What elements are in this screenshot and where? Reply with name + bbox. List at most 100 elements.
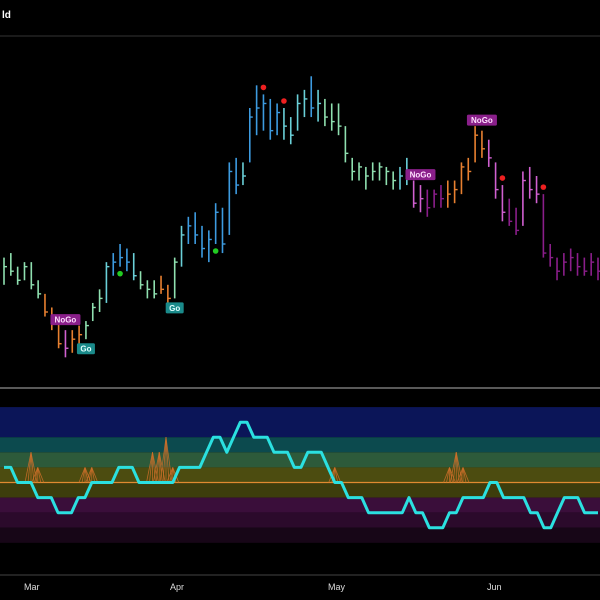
ohlc-bar bbox=[446, 180, 451, 208]
ohlc-bar bbox=[330, 103, 335, 131]
ohlc-bar bbox=[501, 185, 506, 222]
ohlc-bar bbox=[221, 207, 226, 254]
ohlc-bar bbox=[385, 166, 390, 186]
x-tick-label: May bbox=[328, 582, 346, 592]
ohlc-bar bbox=[3, 257, 7, 285]
ohlc-bar bbox=[528, 166, 533, 199]
svg-text:NoGo: NoGo bbox=[410, 171, 432, 180]
ohlc-bar bbox=[105, 262, 110, 303]
go-signal-label: Go bbox=[76, 343, 95, 355]
nogo-dot bbox=[260, 84, 267, 91]
ohlc-bar bbox=[71, 330, 76, 353]
x-tick-label: Jun bbox=[487, 582, 502, 592]
ohlc-bar bbox=[515, 207, 520, 235]
ohlc-bar bbox=[64, 330, 69, 358]
ohlc-bar bbox=[399, 166, 403, 190]
ohlc-bar bbox=[433, 189, 438, 208]
ohlc-bar bbox=[365, 166, 369, 190]
ohlc-bar bbox=[180, 225, 185, 267]
oscillator-band bbox=[0, 437, 600, 453]
ohlc-bar bbox=[255, 85, 260, 136]
oscillator-panel bbox=[0, 420, 600, 530]
ohlc-bar bbox=[139, 271, 144, 290]
ohlc-bar bbox=[481, 130, 485, 158]
ohlc-bar bbox=[563, 253, 567, 276]
ohlc-bar bbox=[173, 257, 178, 299]
ohlc-bar bbox=[126, 248, 130, 272]
ohlc-bar bbox=[296, 94, 301, 131]
momentum-spike bbox=[85, 467, 99, 483]
ohlc-bar bbox=[310, 76, 315, 118]
ohlc-bar bbox=[269, 98, 274, 140]
ohlc-bar bbox=[187, 216, 192, 244]
ohlc-bar bbox=[583, 257, 588, 276]
ohlc-bar bbox=[276, 103, 281, 136]
ohlc-bar bbox=[549, 244, 554, 267]
ohlc-bar bbox=[412, 180, 417, 208]
ohlc-bar bbox=[556, 257, 561, 281]
ohlc-bar bbox=[303, 89, 308, 118]
ohlc-bar bbox=[569, 248, 574, 272]
ohlc-bar bbox=[542, 194, 547, 258]
svg-text:NoGo: NoGo bbox=[55, 316, 77, 325]
svg-text:Go: Go bbox=[80, 345, 91, 354]
ohlc-bar bbox=[85, 321, 89, 340]
ohlc-bar bbox=[242, 162, 246, 186]
ohlc-bar bbox=[494, 162, 499, 199]
ohlc-bar bbox=[16, 266, 21, 285]
ohlc-bar bbox=[337, 103, 342, 136]
ohlc-bar bbox=[98, 289, 103, 312]
ohlc-bar bbox=[590, 253, 595, 276]
ohlc-bar bbox=[214, 203, 219, 244]
ohlc-bar bbox=[119, 244, 124, 267]
ohlc-bar bbox=[474, 126, 479, 163]
svg-text:NoGo: NoGo bbox=[471, 116, 493, 125]
momentum-spike bbox=[146, 452, 159, 483]
ohlc-bar bbox=[30, 262, 35, 290]
ohlc-bar bbox=[248, 108, 253, 163]
ohlc-bar bbox=[10, 253, 14, 276]
ohlc-bar bbox=[419, 185, 424, 213]
oscillator-band bbox=[0, 452, 600, 468]
ohlc-bar bbox=[37, 280, 42, 299]
ohlc-bar bbox=[112, 253, 117, 276]
ohlc-bar bbox=[201, 225, 205, 258]
ohlc-bar bbox=[576, 253, 581, 276]
momentum-spike bbox=[78, 467, 92, 483]
ohlc-bar bbox=[153, 280, 158, 299]
ohlc-bar bbox=[453, 180, 458, 204]
nogo-dot bbox=[281, 98, 287, 104]
ohlc-bar bbox=[344, 126, 349, 163]
momentum-spike bbox=[31, 467, 45, 483]
svg-text:Go: Go bbox=[169, 304, 180, 313]
ohlc-bar bbox=[508, 198, 513, 226]
momentum-spike bbox=[443, 467, 456, 483]
ohlc-bar bbox=[283, 108, 287, 140]
oscillator-bands bbox=[0, 407, 600, 543]
go-dot bbox=[212, 248, 219, 254]
ohlc-bar bbox=[426, 189, 431, 217]
oscillator-band bbox=[0, 482, 600, 498]
ohlc-bar bbox=[146, 280, 151, 299]
go-signal-label: Go bbox=[165, 302, 184, 314]
ohlc-bar bbox=[378, 162, 383, 181]
x-tick-label: Apr bbox=[170, 582, 184, 592]
ohlc-bar bbox=[440, 185, 444, 208]
oscillator-band bbox=[0, 407, 600, 438]
ohlc-bar bbox=[467, 157, 472, 181]
ohlc-bar bbox=[324, 98, 328, 127]
oscillator-band bbox=[0, 512, 600, 528]
price-panel: NoGo Go Go NoGo NoGo bbox=[3, 76, 600, 358]
ohlc-bar bbox=[460, 162, 465, 195]
nogo-signal-label: NoGo bbox=[405, 169, 436, 181]
ohlc-bar bbox=[351, 157, 356, 181]
oscillator-line bbox=[4, 420, 598, 530]
ohlc-bar bbox=[235, 157, 240, 195]
ohlc-bar bbox=[228, 162, 233, 235]
ohlc-bar bbox=[194, 212, 199, 244]
oscillator-band bbox=[0, 497, 600, 513]
ohlc-bar bbox=[487, 139, 492, 167]
x-tick-label: Mar bbox=[24, 582, 40, 592]
